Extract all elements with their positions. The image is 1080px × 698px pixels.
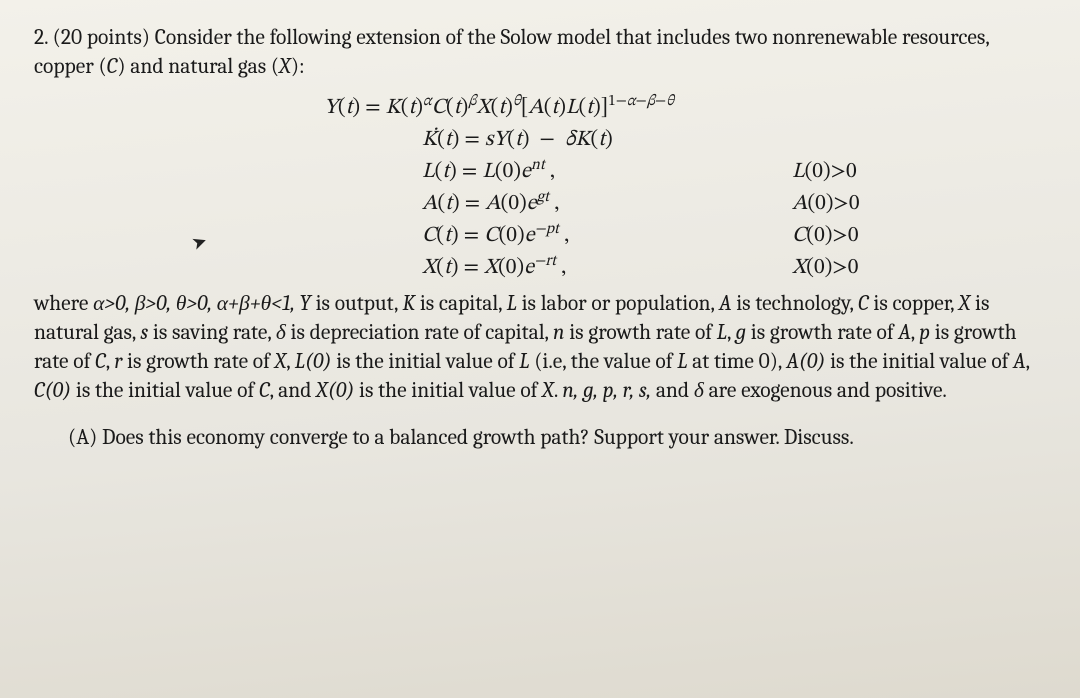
problem-number: 2.	[34, 26, 48, 50]
production-function: Y(t) = K(t)αC(t)βX(t)θ[A(t)L(t)]1−α−β−θ	[34, 96, 1046, 122]
def-s-text: is saving rate,	[148, 321, 276, 345]
problem-points: (20 points)	[53, 26, 150, 50]
def-exog-end: are exogenous and positive.	[704, 379, 947, 403]
eq-copper-cond: C(0)>0	[792, 224, 912, 250]
def-comma2: ,	[911, 321, 920, 345]
def-A0: A(0)	[786, 350, 825, 374]
part-a-label: (A)	[68, 426, 102, 450]
eq-labor: L(t) = L(0)ent ,	[422, 160, 722, 186]
def-C0-text: is the initial value of	[71, 379, 259, 403]
def-K: K	[402, 292, 415, 316]
def-A3: A	[1013, 350, 1025, 374]
problem-lead-mid: ) and natural gas (	[117, 55, 279, 79]
def-X0-text: is the initial value of	[354, 379, 542, 403]
def-A-text: is technology,	[731, 292, 858, 316]
def-L0: L(0)	[295, 350, 332, 374]
eq-tech-lhs: A(t) = A(0)e	[422, 194, 537, 215]
eq-labor-lhs: L(t) = L(0)e	[422, 162, 531, 183]
def-r-text: is growth rate of	[122, 350, 274, 374]
def-Y-text: is output,	[311, 292, 403, 316]
def-L0-text: is the initial value of	[331, 350, 519, 374]
part-a-text: Does this economy converge to a balanced…	[102, 426, 854, 450]
eq-gas-exp: −rt	[534, 253, 556, 269]
def-C2: C	[95, 350, 106, 374]
def-greek-constraints: α>0, β>0, θ>0, α+β+θ<1,	[93, 292, 300, 316]
def-exog-list: n, g, p, r, s,	[562, 379, 651, 403]
part-a-question: (A) Does this economy converge to a bala…	[34, 426, 1046, 450]
eq-copper-lhs: C(t) = C(0)e	[422, 226, 535, 247]
gas-depletion: X(t) = X(0)e−rt , X(0)>0	[34, 256, 1046, 282]
def-X2: X	[275, 350, 287, 374]
eq-gas: X(t) = X(0)e−rt ,	[422, 256, 722, 282]
capital-accumulation: K̇(t) = sY(t) − δK(t)	[34, 128, 1046, 154]
def-C: C	[858, 292, 869, 316]
def-K-text: is capital,	[415, 292, 507, 316]
eq-tech-cond: A(0)>0	[792, 192, 912, 218]
def-comma3: ,	[106, 350, 115, 374]
exam-page: ➤ 2. (20 points) Consider the following …	[0, 0, 1080, 698]
def-L3: L	[519, 350, 529, 374]
def-X: X	[959, 292, 971, 316]
def-exog-and: and	[651, 379, 694, 403]
def-comma5: ,	[1026, 350, 1030, 374]
def-exog-delta: δ	[694, 379, 704, 403]
def-C3: C	[259, 379, 270, 403]
def-A: A	[719, 292, 731, 316]
eq-copper-exp: −pt	[535, 221, 559, 237]
def-L0-paren: (i.e, the value of	[529, 350, 677, 374]
def-A0-text: is the initial value of	[825, 350, 1013, 374]
def-delta-text: is depreciation rate of capital,	[286, 321, 553, 345]
def-comma6: , and	[270, 379, 317, 403]
copper-symbol: C	[107, 55, 118, 79]
def-X3: X	[542, 379, 554, 403]
eq-copper: C(t) = C(0)e−pt ,	[422, 224, 722, 250]
problem-statement: 2. (20 points) Consider the following ex…	[34, 24, 1046, 82]
gas-symbol: X	[279, 55, 291, 79]
tech-growth: A(t) = A(0)egt , A(0)>0	[34, 192, 1046, 218]
eq-gas-cond: X(0)>0	[792, 256, 912, 282]
def-g: g	[735, 321, 746, 345]
def-L0-end: at time 0),	[687, 350, 786, 374]
problem-lead-end: ):	[291, 55, 305, 79]
eq-production: Y(t) = K(t)αC(t)βX(t)θ[A(t)L(t)]1−α−β−θ	[324, 96, 674, 122]
def-X0: X(0)	[316, 379, 354, 403]
def-p: p	[919, 321, 930, 345]
def-L-text: is labor or population,	[517, 292, 719, 316]
def-comma4: ,	[286, 350, 295, 374]
def-n-text: is growth rate of	[564, 321, 716, 345]
def-delta: δ	[276, 321, 286, 345]
eq-tech: A(t) = A(0)egt ,	[422, 192, 722, 218]
variable-definitions: where α>0, β>0, θ>0, α+β+θ<1, Y is outpu…	[34, 290, 1046, 406]
def-C-text: is copper,	[869, 292, 959, 316]
def-Y: Y	[300, 292, 311, 316]
eq-tech-exp: gt	[537, 189, 549, 205]
eq-capital: K̇(t) = sY(t) − δK(t)	[422, 128, 722, 154]
def-L: L	[507, 292, 517, 316]
eq-gas-lhs: X(t) = X(0)e	[422, 258, 534, 279]
def-n: n	[553, 321, 564, 345]
def-L2: L	[717, 321, 727, 345]
def-A2: A	[898, 321, 910, 345]
def-g-text: is growth rate of	[746, 321, 898, 345]
def-C0: C(0)	[34, 379, 71, 403]
eq-labor-cond: L(0)>0	[792, 160, 912, 186]
copper-depletion: C(t) = C(0)e−pt , C(0)>0	[34, 224, 1046, 250]
def-L4: L	[677, 350, 687, 374]
equation-block: Y(t) = K(t)αC(t)βX(t)θ[A(t)L(t)]1−α−β−θ …	[34, 96, 1046, 282]
eq-labor-exp: nt	[531, 157, 545, 173]
labor-growth: L(t) = L(0)ent , L(0)>0	[34, 160, 1046, 186]
def-where: where	[34, 292, 93, 316]
